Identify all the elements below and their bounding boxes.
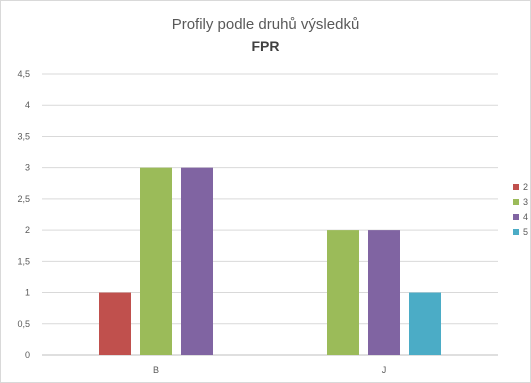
x-tick-label: B: [153, 365, 159, 375]
y-tick-label: 3,5: [17, 131, 30, 141]
chart-subtitle: FPR: [251, 38, 280, 54]
bar-J-5: [409, 292, 441, 355]
bar-B-3: [140, 167, 172, 355]
bar-J-4: [368, 230, 400, 355]
legend-label: 4: [523, 212, 528, 222]
legend-swatch: [513, 184, 519, 190]
y-tick-label: 2,5: [17, 194, 30, 204]
y-tick-label: 4,5: [17, 69, 30, 79]
y-tick-label: 2: [25, 225, 30, 235]
y-tick-label: 0,5: [17, 319, 30, 329]
y-tick-label: 1,5: [17, 256, 30, 266]
legend-swatch: [513, 229, 519, 235]
y-tick-label: 1: [25, 288, 30, 298]
bar-B-4: [181, 167, 213, 355]
y-tick-label: 4: [25, 100, 30, 110]
chart-title: Profily podle druhů výsledků: [171, 16, 360, 33]
legend-swatch: [513, 214, 519, 220]
y-tick-label: 3: [25, 163, 30, 173]
bar-B-2: [99, 292, 131, 355]
legend-swatch: [513, 199, 519, 205]
legend-label: 3: [523, 197, 528, 207]
legend-label: 2: [523, 182, 528, 192]
y-tick-label: 0: [25, 350, 30, 360]
legend-label: 5: [523, 227, 528, 237]
bar-J-3: [327, 230, 359, 355]
x-tick-label: J: [382, 365, 387, 375]
